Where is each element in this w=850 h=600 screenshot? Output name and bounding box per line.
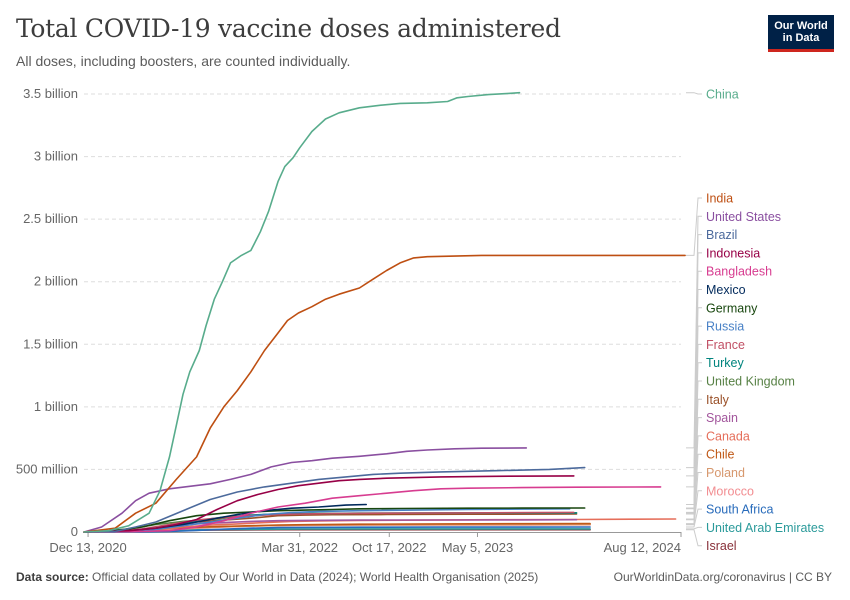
data-source-text: Official data collated by Our World in D…: [92, 570, 539, 584]
legend-label[interactable]: France: [706, 338, 745, 352]
legend-label[interactable]: United Kingdom: [706, 375, 795, 389]
legend-label[interactable]: Spain: [706, 411, 738, 425]
legend-label[interactable]: Italy: [706, 393, 730, 407]
legend-label[interactable]: Bangladesh: [706, 265, 772, 279]
license-label: CC BY: [795, 570, 832, 584]
footer-separator: |: [785, 570, 796, 584]
legend-label[interactable]: Chile: [706, 448, 735, 462]
legend-label[interactable]: India: [706, 192, 733, 206]
legend-label[interactable]: Canada: [706, 429, 750, 443]
legend-label[interactable]: Russia: [706, 320, 744, 334]
series-line: [83, 466, 586, 533]
source-url-link[interactable]: OurWorldinData.org/coronavirus: [613, 570, 786, 584]
y-tick-label: 3 billion: [34, 149, 78, 164]
logo-line-1: Our World: [774, 20, 828, 32]
legend-label[interactable]: Poland: [706, 466, 745, 480]
footer-credit: OurWorldinData.org/coronavirus | CC BY: [614, 570, 832, 584]
x-tick-label: Mar 31, 2022: [261, 540, 338, 555]
series-line: [83, 447, 528, 533]
legend-connector: [686, 490, 702, 526]
y-tick-label: 2.5 billion: [23, 211, 78, 226]
x-tick-label: Dec 13, 2020: [49, 540, 126, 555]
legend-connector: [686, 92, 702, 95]
series-line: [83, 475, 575, 533]
x-tick-label: Aug 12, 2024: [604, 540, 681, 555]
y-tick-label: 2 billion: [34, 274, 78, 289]
data-source-label: Data source:: [16, 570, 89, 584]
chart-title: Total COVID-19 vaccine doses administere…: [16, 14, 561, 43]
legend-label[interactable]: Mexico: [706, 283, 746, 297]
x-tick-label: May 5, 2023: [442, 540, 514, 555]
series-line: [83, 486, 662, 533]
legend-label[interactable]: United Arab Emirates: [706, 521, 824, 535]
legend-label[interactable]: South Africa: [706, 503, 773, 517]
legend-label[interactable]: United States: [706, 210, 781, 224]
series-line: [83, 507, 586, 533]
series-line: [83, 254, 686, 533]
chart-subtitle: All doses, including boosters, are count…: [16, 53, 351, 69]
legend-connector: [686, 526, 702, 530]
legend-label[interactable]: China: [706, 88, 739, 102]
legend-connector: [686, 435, 702, 520]
legend-connector: [686, 197, 702, 256]
legend-label[interactable]: Germany: [706, 301, 758, 315]
legend-connector: [686, 529, 702, 547]
legend-label[interactable]: Indonesia: [706, 246, 760, 260]
line-chart: 0 500 million 1 billion 1.5 billion 2 billio…: [16, 86, 824, 555]
y-tick-label: 1.5 billion: [23, 336, 78, 351]
series-line: [83, 508, 571, 533]
data-source-note: Data source: Official data collated by O…: [16, 570, 538, 584]
series-line: [83, 91, 521, 533]
x-tick-label: Oct 17, 2022: [352, 540, 426, 555]
y-tick-label: 3.5 billion: [23, 86, 78, 101]
legend-label[interactable]: Brazil: [706, 228, 737, 242]
logo-line-2: in Data: [782, 32, 820, 44]
y-tick-label: 500 million: [16, 461, 78, 476]
legend-connector: [686, 508, 702, 528]
legend-connector: [686, 453, 702, 525]
owid-logo[interactable]: Our World in Data: [768, 15, 834, 52]
y-tick-label: 0: [71, 524, 78, 539]
legend-label[interactable]: Morocco: [706, 484, 754, 498]
legend-label[interactable]: Israel: [706, 539, 737, 553]
legend-label[interactable]: Turkey: [706, 356, 744, 370]
y-tick-label: 1 billion: [34, 399, 78, 414]
